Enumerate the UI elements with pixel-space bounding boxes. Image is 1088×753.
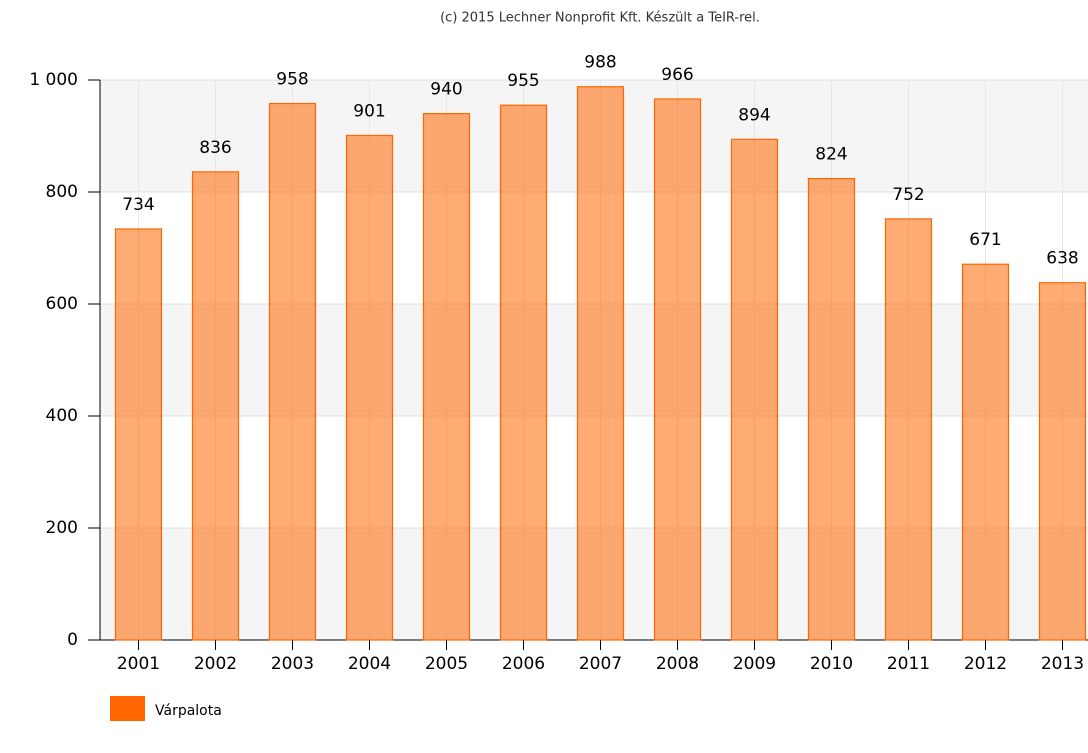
x-tick-label: 2012 xyxy=(964,654,1007,674)
y-tick-label: 600 xyxy=(46,294,78,314)
bar xyxy=(653,98,702,641)
bar xyxy=(114,228,163,641)
bar xyxy=(884,218,933,641)
x-tick-label: 2008 xyxy=(656,654,699,674)
x-tick-label: 2003 xyxy=(271,654,314,674)
data-label: 988 xyxy=(584,53,616,73)
x-tick-label: 2002 xyxy=(194,654,237,674)
x-tick-label: 2005 xyxy=(425,654,468,674)
x-tick-label: 2006 xyxy=(502,654,545,674)
y-tick-label: 1 000 xyxy=(29,70,78,90)
data-label: 940 xyxy=(430,80,462,100)
bar xyxy=(961,263,1010,641)
bar xyxy=(422,112,471,641)
x-tick-label: 2001 xyxy=(117,654,160,674)
bar xyxy=(499,104,548,641)
data-label: 752 xyxy=(892,185,924,205)
bar xyxy=(807,177,856,641)
chart-subtitle: (c) 2015 Lechner Nonprofit Kft. Készült … xyxy=(440,11,760,26)
data-label: 824 xyxy=(815,145,847,165)
data-label: 955 xyxy=(507,71,539,91)
data-label: 901 xyxy=(353,101,385,121)
data-label: 638 xyxy=(1046,249,1078,269)
bar xyxy=(191,171,240,641)
x-tick-label: 2007 xyxy=(579,654,622,674)
x-tick-label: 2011 xyxy=(887,654,930,674)
data-label: 966 xyxy=(661,65,693,85)
y-tick-label: 800 xyxy=(46,182,78,202)
x-tick-label: 2004 xyxy=(348,654,391,674)
legend-swatch xyxy=(110,696,145,721)
bar xyxy=(576,86,625,641)
bar xyxy=(730,138,779,641)
y-tick-label: 400 xyxy=(46,406,78,426)
data-label: 958 xyxy=(276,70,308,90)
bar xyxy=(345,134,394,641)
x-tick-label: 2013 xyxy=(1041,654,1084,674)
y-tick-label: 0 xyxy=(67,630,78,650)
data-label: 671 xyxy=(969,230,1001,250)
x-tick-label: 2010 xyxy=(810,654,853,674)
y-tick-label: 200 xyxy=(46,518,78,538)
x-tick-label: 2009 xyxy=(733,654,776,674)
bar xyxy=(1038,282,1087,641)
data-label: 836 xyxy=(199,138,231,158)
legend-label: Várpalota xyxy=(155,703,222,719)
data-label: 894 xyxy=(738,105,770,125)
bar xyxy=(268,102,317,641)
data-label: 734 xyxy=(122,195,154,215)
